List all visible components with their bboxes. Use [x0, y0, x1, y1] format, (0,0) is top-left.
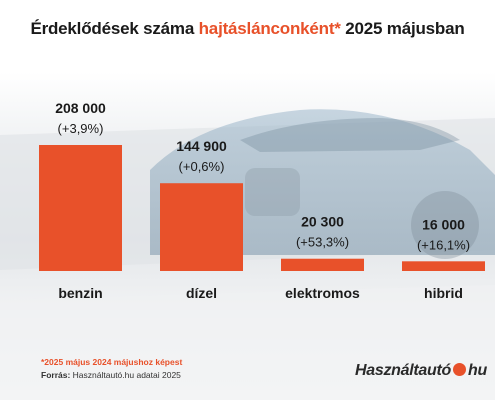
bar-1	[160, 183, 243, 271]
title-suffix: 2025 májusban	[340, 19, 465, 38]
value-label-3: 16 000	[422, 216, 465, 232]
value-label-0: 208 000	[55, 100, 106, 116]
source-text: Használtautó.hu adatai 2025	[72, 370, 181, 380]
bar-3	[402, 261, 485, 271]
logo-left: Használtautó	[355, 362, 451, 379]
change-label-3: (+16,1%)	[417, 237, 470, 252]
footnote: *2025 május 2024 májushoz képest	[41, 357, 183, 367]
value-label-2: 20 300	[301, 214, 344, 230]
logo-right: hu	[467, 362, 487, 379]
source-label: Forrás:	[41, 370, 71, 380]
change-label-2: (+53,3%)	[296, 235, 349, 250]
category-label-1: dízel	[186, 285, 217, 301]
title-accent: hajtáslánconként*	[198, 19, 341, 38]
change-label-1: (+0,6%)	[179, 159, 225, 174]
value-label-1: 144 900	[176, 138, 227, 154]
bar-2	[281, 258, 364, 271]
category-label-0: benzin	[58, 285, 102, 301]
change-label-0: (+3,9%)	[58, 121, 104, 136]
logo-dot-icon	[452, 363, 466, 376]
bar-0	[39, 145, 122, 271]
title-prefix: Érdeklődések száma	[30, 19, 199, 38]
category-label-2: elektromos	[285, 285, 360, 301]
source-note: Forrás: Használtautó.hu adatai 2025	[41, 370, 181, 380]
chart-title: Érdeklődések száma hajtáslánconként* 202…	[0, 19, 495, 39]
brand-logo: Használtautó hu	[355, 362, 487, 380]
category-label-3: hibrid	[424, 285, 463, 301]
